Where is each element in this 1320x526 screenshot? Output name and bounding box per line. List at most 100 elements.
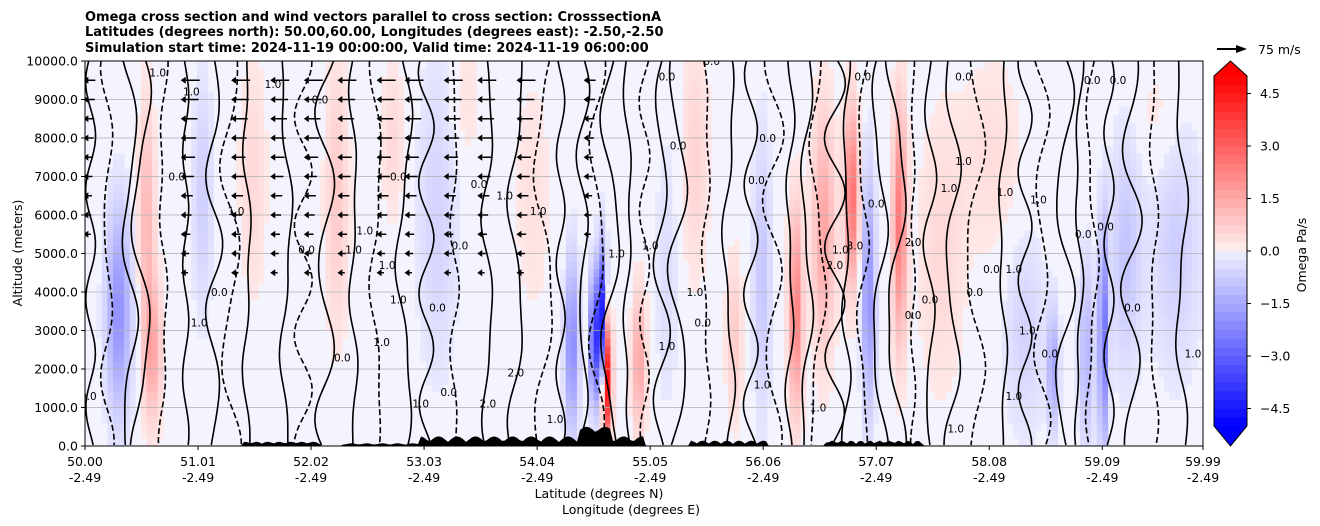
omega-cell: [448, 292, 455, 301]
omega-cell: [1080, 315, 1087, 324]
omega-cell: [1007, 338, 1014, 347]
omega-cell: [263, 176, 270, 185]
omega-cell: [901, 376, 908, 385]
omega-cell: [1152, 268, 1159, 277]
omega-cell: [202, 107, 209, 116]
omega-cell: [934, 130, 941, 139]
omega-cell: [766, 184, 773, 193]
omega-cell: [420, 114, 427, 123]
omega-cell: [923, 353, 930, 362]
contour-line-negative: [218, 61, 243, 446]
wind-vector-head: [180, 250, 186, 257]
omega-cell: [1186, 138, 1193, 147]
omega-cell: [951, 176, 958, 185]
omega-cell: [604, 307, 611, 316]
omega-cell: [526, 276, 533, 285]
omega-cell: [671, 268, 678, 277]
omega-cell: [252, 138, 259, 147]
omega-cell: [761, 322, 768, 331]
omega-cell: [1197, 315, 1203, 324]
omega-cell: [1141, 261, 1148, 270]
omega-cell: [1102, 276, 1109, 285]
omega-cell: [386, 107, 393, 116]
omega-cell: [839, 268, 846, 277]
omega-cell: [1024, 299, 1031, 308]
omega-cell: [448, 261, 455, 270]
omega-cell: [945, 253, 952, 262]
omega-cell: [671, 222, 678, 231]
omega-cell: [632, 415, 639, 424]
omega-cell: [671, 261, 678, 270]
omega-cell: [694, 238, 701, 247]
omega-cell: [973, 199, 980, 208]
omega-cell: [945, 338, 952, 347]
omega-cell: [1012, 415, 1019, 424]
omega-cell: [1113, 114, 1120, 123]
omega-cell: [247, 215, 254, 224]
omega-cell: [845, 168, 852, 177]
omega-cell: [152, 430, 159, 439]
omega-cell: [588, 276, 595, 285]
omega-cell: [1102, 191, 1109, 200]
omega-cell: [817, 114, 824, 123]
omega-cell: [1074, 307, 1081, 316]
omega-cell: [1180, 191, 1187, 200]
omega-cell: [532, 268, 539, 277]
omega-cell: [940, 161, 947, 170]
omega-cell: [1046, 276, 1053, 285]
omega-cell: [940, 268, 947, 277]
omega-cell: [537, 230, 544, 239]
omega-cell: [699, 84, 706, 93]
omega-cell: [258, 230, 265, 239]
x-tick-label-latitude: 53.03: [406, 454, 442, 469]
omega-cell: [336, 238, 343, 247]
omega-cell: [660, 361, 667, 370]
omega-cell: [733, 392, 740, 401]
colorbar-bin: [1214, 259, 1247, 269]
contour-line: [241, 61, 252, 446]
omega-cell: [755, 438, 762, 446]
contour-label: 1.0: [228, 206, 245, 218]
omega-cell: [755, 207, 762, 216]
omega-cell: [923, 215, 930, 224]
omega-cell: [565, 284, 572, 293]
omega-cell: [828, 338, 835, 347]
omega-cell: [593, 415, 600, 424]
omega-cell: [1046, 307, 1053, 316]
omega-cell: [431, 176, 438, 185]
omega-cell: [593, 292, 600, 301]
omega-cell: [1052, 322, 1059, 331]
omega-cell: [929, 353, 936, 362]
omega-cell: [118, 245, 125, 254]
omega-cell: [671, 345, 678, 354]
omega-cell: [414, 215, 421, 224]
omega-cell: [929, 215, 936, 224]
omega-cell: [437, 253, 444, 262]
omega-cell: [521, 161, 528, 170]
omega-cell: [576, 345, 583, 354]
omega-cell: [945, 207, 952, 216]
omega-cell: [979, 99, 986, 108]
omega-cell: [1186, 330, 1193, 339]
omega-cell: [437, 299, 444, 308]
omega-cell: [906, 184, 913, 193]
omega-cell: [526, 161, 533, 170]
omega-cell: [1074, 415, 1081, 424]
omega-cell: [694, 161, 701, 170]
omega-cell: [604, 315, 611, 324]
omega-cell: [945, 322, 952, 331]
omega-cell: [1158, 176, 1165, 185]
omega-cell: [666, 238, 673, 247]
omega-cell: [794, 369, 801, 378]
omega-cell: [973, 230, 980, 239]
omega-cell: [822, 261, 829, 270]
omega-cell: [660, 276, 667, 285]
omega-cell: [1012, 307, 1019, 316]
omega-cell: [1113, 307, 1120, 316]
omega-cell: [750, 253, 757, 262]
omega-cell: [990, 215, 997, 224]
colorbar-bin: [1214, 347, 1247, 357]
omega-cell: [1035, 376, 1042, 385]
omega-cell: [1186, 215, 1193, 224]
omega-cell: [425, 338, 432, 347]
